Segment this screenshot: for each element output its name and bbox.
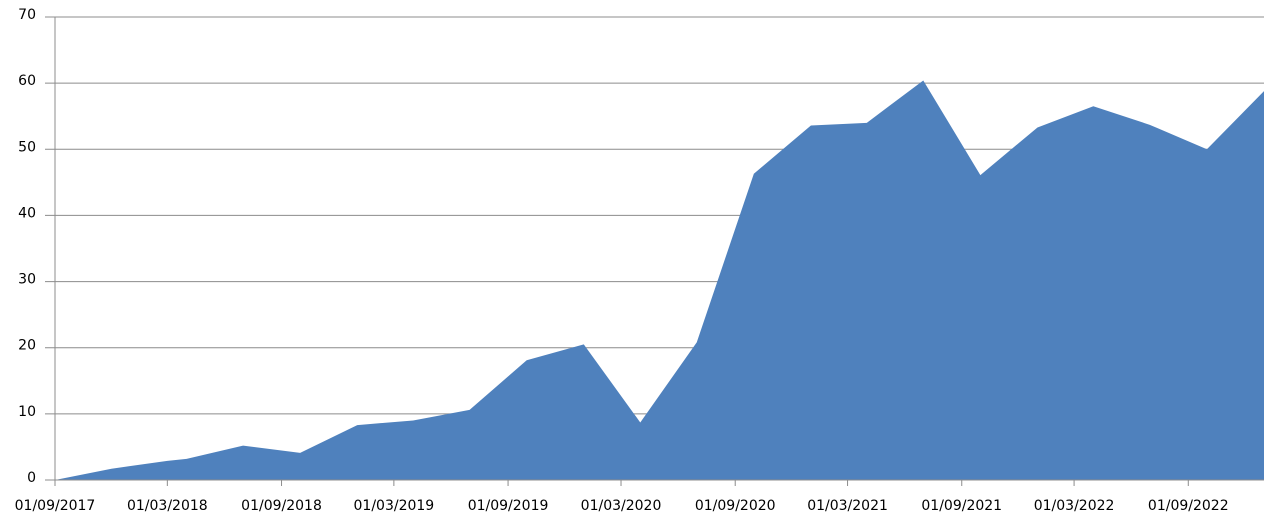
x-tick-label: 01/09/2018 [241,498,322,514]
y-tick-label: 40 [18,205,36,221]
y-tick-label: 10 [18,404,36,420]
y-tick-label: 0 [27,470,36,486]
x-tick-label: 01/03/2019 [354,498,435,514]
area [55,80,1264,481]
x-tick-label: 01/03/2020 [581,498,662,514]
y-tick-label: 20 [18,338,36,354]
x-tick-label: 01/03/2022 [1034,498,1115,514]
x-tick-label: 01/03/2018 [127,498,208,514]
x-tick-label: 01/03/2021 [807,498,888,514]
y-tick-label: 70 [18,7,36,23]
x-tick-label: 01/09/2021 [921,498,1002,514]
x-tick-label: 01/09/2022 [1148,498,1229,514]
y-tick-label: 60 [18,73,36,89]
x-tick-label: 01/09/2019 [468,498,549,514]
x-tick-label: 01/09/2020 [695,498,776,514]
y-tick-label: 30 [18,272,36,288]
x-tick-label: 01/09/2017 [15,498,96,514]
y-tick-label: 50 [18,139,36,155]
